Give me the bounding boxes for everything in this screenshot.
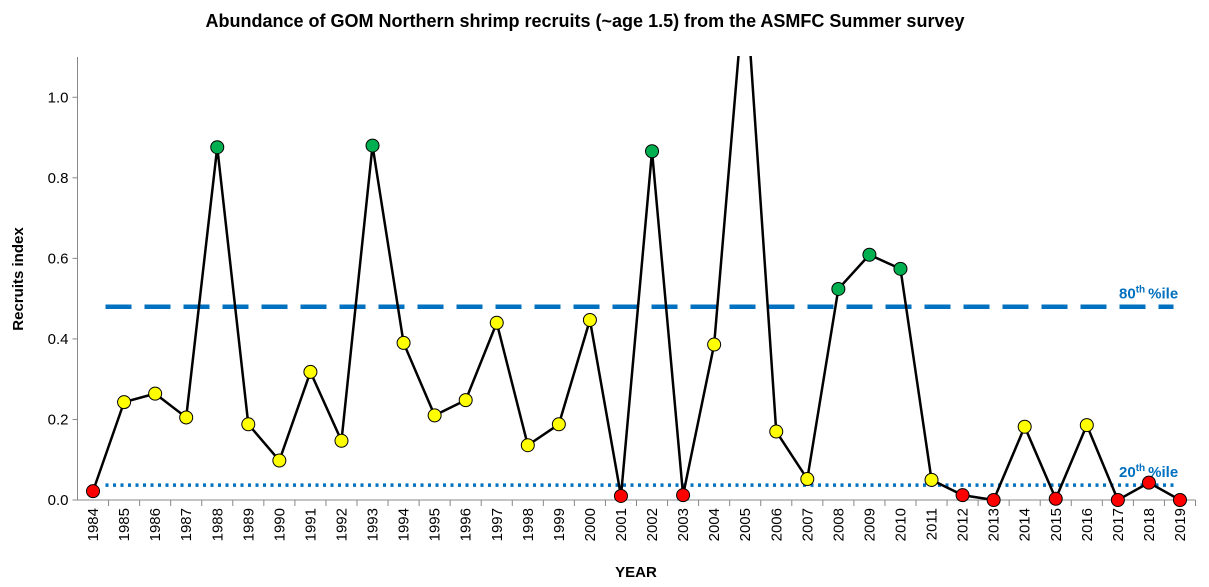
data-point: [1141, 475, 1156, 490]
x-tick-label: 1994: [396, 508, 413, 541]
data-point: [489, 315, 504, 330]
y-tick-label: 0.0: [48, 492, 69, 509]
x-tick-label: 1999: [551, 508, 568, 541]
data-point: [1017, 419, 1032, 434]
x-tick-label: 1995: [427, 508, 444, 541]
y-tick-label: 0.2: [48, 411, 69, 428]
x-tick-label: 1991: [302, 508, 319, 541]
x-tick-label: 2013: [986, 508, 1003, 541]
x-tick-label: 2015: [1048, 508, 1065, 541]
x-tick-label: 2001: [613, 508, 630, 541]
data-point: [210, 140, 225, 155]
x-tick-label: 1990: [271, 508, 288, 541]
x-tick-label: 1985: [116, 508, 133, 541]
x-tick-label: 1992: [333, 508, 350, 541]
data-point: [800, 472, 815, 487]
reference-label-rest: %ile: [1148, 464, 1178, 481]
data-point: [645, 144, 660, 159]
x-tick-label: 1998: [520, 508, 537, 541]
data-point: [769, 424, 784, 439]
x-tick-label: 1993: [365, 508, 382, 541]
reference-label-number: 20: [1119, 464, 1136, 481]
x-tick-label: 1989: [240, 508, 257, 541]
x-tick-label: 2018: [1141, 508, 1158, 541]
data-point: [613, 488, 628, 503]
data-point: [458, 393, 473, 408]
x-tick-label: 2003: [675, 508, 692, 541]
data-point: [831, 281, 846, 296]
data-point: [1110, 493, 1125, 507]
x-tick-label: 2017: [1110, 508, 1127, 541]
data-point: [551, 417, 566, 432]
y-tick-label: 0.4: [48, 331, 69, 348]
x-tick-label: 2014: [1017, 508, 1034, 541]
data-point: [334, 433, 349, 448]
x-tick-label: 2008: [830, 508, 847, 541]
data-point: [676, 488, 691, 503]
x-tick-label: 2005: [737, 508, 754, 541]
data-point: [1079, 418, 1094, 433]
data-point: [955, 488, 970, 503]
data-point: [241, 417, 256, 432]
reference-label-number: 80: [1119, 286, 1136, 303]
series-line: [91, 56, 1181, 502]
x-tick-label: 2010: [892, 508, 909, 541]
data-point: [924, 472, 939, 487]
x-tick-label: 2011: [924, 508, 941, 540]
data-point: [396, 335, 411, 350]
y-axis-label: Recruits index: [10, 227, 27, 331]
x-tick-label: 1986: [147, 508, 164, 541]
x-tick-label: 2016: [1079, 508, 1096, 541]
plot-area: [86, 56, 1187, 507]
data-point: [862, 247, 877, 262]
reference-label: 80th %ile: [1119, 285, 1178, 303]
x-tick-label: 2000: [582, 508, 599, 541]
data-point: [365, 138, 380, 153]
chart-title: Abundance of GOM Northern shrimp recruit…: [206, 11, 965, 31]
x-tick-label: 1987: [178, 508, 195, 541]
x-axis-label: YEAR: [615, 564, 657, 581]
data-point: [427, 408, 442, 423]
data-point: [148, 386, 163, 401]
x-tick-label: 2004: [706, 508, 723, 541]
x-tick-label: 2007: [799, 508, 816, 541]
y-tick-label: 1.0: [48, 89, 69, 106]
data-point: [520, 438, 535, 453]
y-tick-label: 0.6: [48, 250, 69, 267]
data-point: [117, 395, 132, 410]
x-tick-label: 2006: [768, 508, 785, 541]
data-point: [893, 261, 908, 276]
reference-label-rest: %ile: [1148, 286, 1178, 303]
data-point: [582, 312, 597, 327]
data-point: [303, 364, 318, 379]
y-tick-label: 0.8: [48, 170, 69, 187]
x-tick-label: 1996: [458, 508, 475, 541]
data-point: [1048, 491, 1063, 506]
reference-label: 20th %ile: [1119, 463, 1178, 481]
data-point: [986, 493, 1001, 507]
data-point: [272, 453, 287, 468]
data-point: [1172, 493, 1187, 507]
data-point: [179, 410, 194, 425]
x-tick-label: 2009: [861, 508, 878, 541]
x-tick-label: 1997: [489, 508, 506, 541]
data-point: [707, 337, 722, 352]
x-tick-label: 1988: [209, 508, 226, 541]
x-tick-label: 2002: [644, 508, 661, 541]
x-tick-label: 2019: [1172, 508, 1189, 541]
reference-label-sup: th: [1136, 285, 1145, 296]
data-point: [86, 484, 101, 499]
x-tick-label: 2012: [955, 508, 972, 541]
reference-label-sup: th: [1136, 463, 1145, 474]
x-tick-label: 1984: [85, 508, 102, 541]
